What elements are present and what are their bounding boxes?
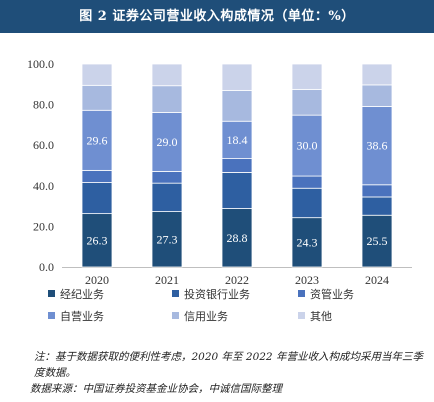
data-label: 25.5 — [367, 234, 388, 248]
bar-segment — [81, 169, 113, 183]
data-label: 28.8 — [227, 231, 248, 245]
bar-segment — [151, 182, 183, 212]
data-label: 26.3 — [87, 233, 108, 247]
bar-segment — [221, 63, 253, 91]
footnote-note: 注：基于数据获取的便利性考虑，2020 年至 2022 年营业收入构成均采用当年… — [34, 351, 423, 379]
bar-segment — [81, 63, 113, 86]
y-tick-label: 0.0 — [39, 260, 54, 274]
x-tick-label: 2023 — [295, 273, 319, 287]
y-tick-label: 100.0 — [27, 57, 54, 71]
x-tick-label: 2024 — [365, 273, 389, 287]
data-label: 18.4 — [227, 133, 248, 147]
bar-segment — [221, 120, 253, 159]
bar-segment — [151, 63, 183, 87]
x-tick-label: 2022 — [225, 273, 249, 287]
bar-segment — [361, 196, 393, 216]
bar-segment — [361, 214, 393, 268]
bar-segment — [291, 175, 323, 189]
bar-segment — [291, 63, 323, 90]
bar-segment — [361, 84, 393, 107]
y-tick-label: 40.0 — [33, 179, 54, 193]
legend-label: 信用业务 — [184, 310, 228, 323]
y-tick-label: 20.0 — [33, 219, 54, 233]
legend-label: 经纪业务 — [60, 288, 104, 301]
bar-segment — [151, 85, 183, 113]
bar-segment — [221, 172, 253, 209]
bar-segment — [151, 170, 183, 184]
legend-swatch — [48, 312, 55, 319]
legend-label: 资管业务 — [310, 287, 354, 301]
bar-segment — [221, 89, 253, 122]
data-label: 29.0 — [157, 135, 178, 149]
bar-segment — [291, 217, 323, 268]
bar-segment — [291, 88, 323, 116]
legend-swatch — [172, 312, 179, 319]
bar-segment — [151, 112, 183, 172]
x-tick-label: 2020 — [85, 273, 109, 287]
stacked-bar-chart: 0.0 20.0 40.0 60.0 80.0 100.0 2020 2021 2022 2023… — [27, 57, 412, 323]
bar-segment — [291, 114, 323, 177]
y-tick-label: 60.0 — [33, 138, 54, 152]
bar-segment — [361, 63, 393, 86]
bar-segment — [361, 184, 393, 198]
legend-label: 其他 — [310, 310, 332, 323]
x-tick-label: 2021 — [155, 273, 179, 287]
legend-label: 投资银行业务 — [184, 287, 250, 301]
data-label: 30.0 — [297, 139, 318, 153]
legend-label: 自营业务 — [60, 309, 104, 323]
y-tick-label: 80.0 — [33, 98, 54, 112]
bar-segment — [361, 106, 393, 186]
legend-swatch — [298, 290, 305, 297]
chart-title: 图 2 证券公司营业收入构成情况（单位：%） — [0, 0, 434, 33]
bar-segment — [291, 187, 323, 219]
data-label: 27.3 — [157, 232, 178, 246]
legend-swatch — [48, 290, 55, 297]
data-label: 24.3 — [297, 235, 318, 249]
bar-segment — [81, 109, 113, 171]
footnote-source: 数据来源：中国证券投资基金业协会，中诚信国际整理 — [30, 383, 282, 395]
bar-segment — [81, 84, 113, 111]
legend-swatch — [172, 290, 179, 297]
bar-segment — [221, 208, 253, 268]
bar-segment — [81, 182, 113, 215]
data-label: 38.6 — [367, 139, 388, 153]
bar-segment — [221, 158, 253, 173]
legend-swatch — [298, 312, 305, 319]
bar-segment — [81, 213, 113, 268]
data-label: 29.6 — [87, 133, 108, 147]
